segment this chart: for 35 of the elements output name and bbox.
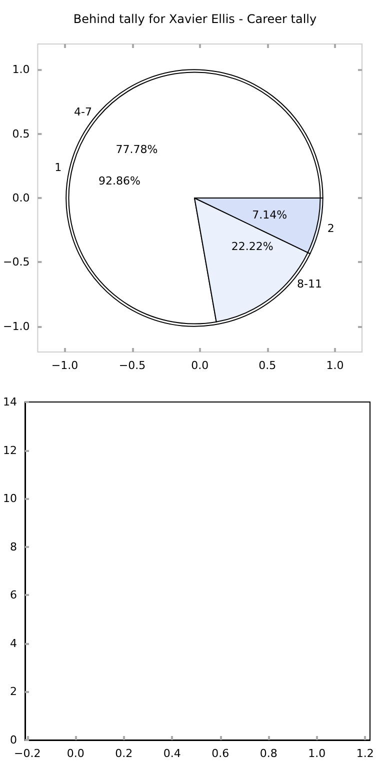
y-tick-label: 4 bbox=[10, 636, 17, 650]
y-tick-label: 12 bbox=[2, 444, 17, 457]
y-tick-label: 0 bbox=[10, 734, 17, 746]
y-tick-label: 0.5 bbox=[12, 127, 30, 140]
y-tick-label: −1.0 bbox=[2, 320, 30, 333]
slice-label: 8-11 bbox=[296, 277, 322, 290]
x-tick-label: −0.2 bbox=[14, 747, 41, 760]
x-tick-label: 1.2 bbox=[356, 747, 374, 760]
y-tick-label: 14 bbox=[2, 396, 17, 408]
y-tick-label: 8 bbox=[10, 540, 17, 554]
y-tick-label: 0.0 bbox=[12, 192, 30, 204]
data-label: 77.78% bbox=[116, 143, 158, 156]
x-tick-label: 0.6 bbox=[212, 747, 230, 760]
data-label: 22.22% bbox=[231, 240, 274, 253]
slice-label: 2 bbox=[327, 222, 334, 235]
chart-title: Behind tally for Xavier Ellis - Career tally bbox=[73, 12, 317, 26]
y-tick-label: 2 bbox=[10, 685, 17, 698]
x-tick-label: 0.0 bbox=[66, 747, 84, 760]
x-tick-label: 0.8 bbox=[260, 747, 278, 760]
y-tick-label: 1.0 bbox=[12, 63, 30, 76]
y-tick-label: 10 bbox=[2, 492, 17, 506]
x-tick-label: −1.0 bbox=[51, 359, 78, 372]
data-label: 7.14% bbox=[252, 208, 288, 222]
x-tick-label: 0.5 bbox=[258, 359, 276, 372]
x-tick-label: 0.4 bbox=[163, 747, 181, 760]
x-tick-label: 0.0 bbox=[191, 359, 209, 372]
x-tick-label: 1.0 bbox=[326, 359, 344, 372]
x-tick-label: 0.2 bbox=[115, 747, 133, 760]
data-label: 92.86% bbox=[98, 174, 140, 188]
y-tick-label: −0.5 bbox=[2, 256, 30, 269]
x-tick-label: 1.0 bbox=[308, 747, 326, 760]
slice-label: 1 bbox=[54, 161, 62, 174]
y-tick-label: 6 bbox=[10, 588, 17, 602]
slice-label: 4-7 bbox=[74, 106, 92, 119]
x-tick-label: −0.5 bbox=[118, 359, 146, 372]
